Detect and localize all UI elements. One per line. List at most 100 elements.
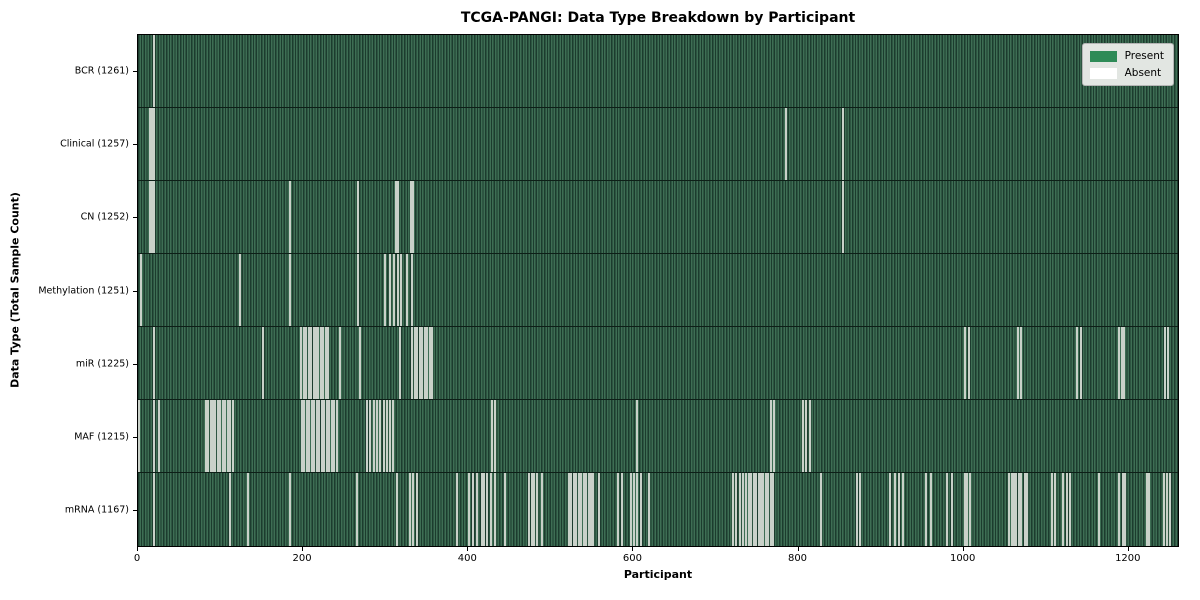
absent-stripe [315,327,317,399]
absent-stripe [382,400,385,472]
absent-stripe [1065,473,1068,546]
absent-stripe [964,327,967,399]
row-mrna [138,473,1178,546]
absent-stripe [769,473,772,546]
absent-stripe [757,473,760,546]
absent-stripe [617,473,620,546]
absent-stripe [423,327,426,399]
legend-absent-swatch [1089,67,1117,79]
absent-stripe [319,327,322,399]
absent-stripe [308,400,311,472]
absent-stripe [412,181,415,253]
absent-stripe [153,181,156,253]
absent-stripe [842,181,845,253]
absent-stripe [372,400,375,472]
absent-stripe [969,473,972,546]
absent-stripe [946,473,949,546]
absent-stripe [929,473,932,546]
absent-stripe [289,473,292,546]
absent-stripe [784,108,787,180]
absent-stripe [399,327,402,399]
absent-stripe [1148,473,1151,546]
legend-absent-label: Absent [1124,67,1162,79]
row-cn [138,181,1178,254]
absent-stripe [530,473,533,546]
absent-stripe [324,327,327,399]
absent-stripe [392,400,395,472]
absent-stripe [214,400,217,472]
absent-stripe [151,108,153,180]
absent-stripe [394,181,397,253]
x-tick-mark [962,547,964,551]
y-tick-label-cn: CN (1252) [80,211,129,223]
absent-stripe [221,400,224,472]
x-tick-mark [632,547,634,551]
absent-stripe [629,473,632,546]
absent-stripe [924,473,927,546]
absent-stripe [752,473,755,546]
absent-stripe [585,473,588,546]
y-tick-label-mir: miR (1225) [75,358,129,370]
y-tick-label-mrna: mRNA (1167) [64,504,129,516]
absent-stripe [1017,327,1020,399]
absent-stripe [963,473,966,546]
absent-stripe [1050,473,1053,546]
absent-stripe [328,400,331,472]
y-tick-label-bcr: BCR (1261) [74,65,129,77]
absent-stripe [805,400,808,472]
y-tick-mark [133,71,137,72]
absent-stripe [229,473,232,546]
absent-stripe [1054,473,1057,546]
absent-stripe [369,400,372,472]
absent-stripe [229,400,232,472]
absent-stripe [1017,473,1020,546]
absent-stripe [572,473,575,546]
absent-stripe [901,473,904,546]
absent-stripe [395,473,398,546]
x-tick-label: 800 [787,553,808,564]
absent-stripe [357,181,360,253]
absent-stripe [483,473,486,546]
absent-stripe [431,327,434,399]
absent-stripe [389,400,392,472]
absent-stripe [1026,473,1029,546]
absent-stripe [1118,327,1121,399]
absent-stripe [738,473,741,546]
absent-stripe [338,327,341,399]
absent-stripe [858,473,861,546]
absent-stripe [224,400,227,472]
absent-stripe [405,254,408,326]
absent-stripe [1123,327,1126,399]
absent-stripe [421,327,424,399]
x-tick-mark [797,547,799,551]
absent-stripe [587,473,590,546]
x-tick-label: 600 [622,553,642,564]
absent-stripe [480,473,483,546]
absent-stripe [856,473,859,546]
absent-stripe [580,473,583,546]
absent-stripe [893,473,896,546]
absent-stripe [889,473,892,546]
absent-stripe [289,181,292,253]
absent-stripe [411,327,414,399]
absent-stripe [1166,473,1169,546]
plot-area: Present Absent [137,34,1179,547]
absent-stripe [635,400,638,472]
absent-stripe [303,400,306,472]
absent-stripe [396,254,399,326]
y-tick-label-maf: MAF (1215) [74,431,129,443]
legend-present-label: Present [1124,50,1164,62]
chart-title: TCGA-PANGI: Data Type Breakdown by Parti… [460,10,856,26]
absent-stripe [413,327,416,399]
absent-stripe [741,473,744,546]
absent-stripe [216,400,219,472]
absent-stripe [379,400,382,472]
absent-stripe [151,181,153,253]
x-tick-mark [1127,547,1129,551]
absent-stripe [750,473,753,546]
absent-stripe [305,400,308,472]
absent-stripe [393,254,396,326]
absent-stripe [153,108,156,180]
absent-stripe [426,327,429,399]
